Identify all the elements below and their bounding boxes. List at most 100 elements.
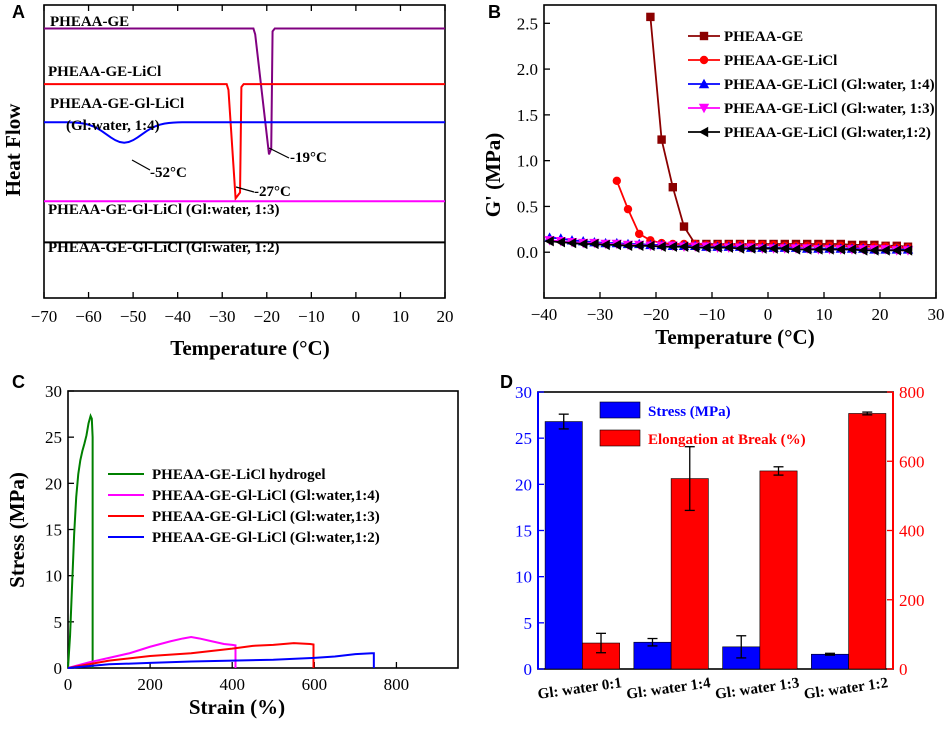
modulus-point — [701, 242, 711, 253]
panel-b-frame — [543, 4, 937, 299]
panel-a-chart: −70 −60 −50 −40 −30 −20 −10 0 10 20 Temperature (… — [1, 4, 454, 360]
y-tick-label: 10 — [45, 567, 62, 586]
legend-swatch — [599, 429, 641, 447]
legend-marker — [698, 103, 710, 114]
panel-b-chart: −40 −30 −20 −10 0 10 20 30 0.0 0.5 1.0 1.5 2.0 2.5 Te… — [481, 4, 945, 349]
stress-bar — [633, 641, 672, 670]
modulus-point — [578, 238, 588, 250]
modulus-point — [678, 241, 689, 252]
modulus-point — [645, 240, 655, 252]
modulus-point — [667, 241, 677, 252]
y-left-tick-label: 30 — [515, 383, 532, 402]
stress-strain-curve-0 — [67, 412, 94, 669]
elongation-bar — [759, 470, 798, 670]
x-tick-label: 200 — [137, 675, 163, 694]
x-tick-label: 800 — [384, 675, 410, 694]
modulus-point — [635, 229, 644, 239]
panel-a-frame — [43, 4, 446, 299]
annotation-minus-19: -19°C — [290, 150, 327, 166]
y-right-tick-label: 400 — [899, 522, 925, 541]
panel-c-legend: PHEAA-GE-LiCl hydrogel PHEAA-GE-Gl-LiCl (… — [108, 467, 380, 546]
annotation-minus-27: -27°C — [254, 184, 291, 200]
x-tick-label: −20 — [643, 305, 670, 324]
stress-bar — [811, 653, 849, 670]
annotation-minus-52: -52°C — [150, 165, 187, 181]
modulus-point — [746, 243, 756, 254]
stress-bar — [544, 421, 583, 670]
modulus-point — [657, 135, 666, 144]
y-left-tick-label: 15 — [515, 522, 532, 541]
modulus-point — [544, 236, 554, 247]
legend-label: Stress (MPa) — [648, 404, 731, 420]
x-tick-label: 10 — [816, 305, 833, 324]
panel-a-x-label: Temperature (°C) — [170, 336, 329, 360]
y-tick-label: 5 — [54, 613, 63, 632]
modulus-point — [869, 245, 879, 256]
modulus-point — [902, 245, 913, 256]
stress-strain-curve-2 — [67, 642, 315, 669]
panel-b-y-label: G' (MPa) — [481, 133, 505, 218]
legend-marker — [699, 31, 709, 41]
x-tick-label: 600 — [302, 675, 328, 694]
modulus-point — [835, 244, 845, 255]
dsc-curve-0 — [44, 27, 445, 155]
y-right-tick-label: 200 — [899, 591, 925, 610]
panel-c-chart: 0 200 400 600 800 0 5 10 15 20 25 30 Strain (%) Str… — [5, 382, 459, 719]
dsc-curve-1 — [44, 83, 445, 202]
modulus-point — [891, 245, 901, 256]
y-right-tick-label: 600 — [899, 452, 925, 471]
modulus-point — [723, 242, 733, 253]
y-left-tick-label: 20 — [515, 475, 532, 494]
modulus-point — [612, 176, 621, 185]
panel-d-legend: Stress (MPa) Elongation at Break (%) — [599, 401, 806, 448]
modulus-point — [790, 244, 801, 255]
modulus-point — [600, 239, 610, 251]
x-tick-label: 0 — [352, 307, 361, 326]
modulus-point — [656, 241, 666, 252]
x-tick-label: 0 — [64, 675, 73, 694]
legend-label: PHEAA-GE-Gl-LiCl (Gl:water,1:2) — [152, 530, 380, 546]
modulus-point — [712, 242, 722, 253]
panel-a-label-gl-14b: (Gl:water, 1:4) — [66, 118, 160, 134]
legend-label: PHEAA-GE-LiCl — [724, 53, 837, 69]
legend-marker — [698, 78, 710, 89]
modulus-point — [813, 244, 823, 255]
x-tick-label: −30 — [209, 307, 236, 326]
x-tick-label: −50 — [120, 307, 147, 326]
x-tick-label: −30 — [587, 305, 614, 324]
stress-strain-curve-3 — [67, 652, 375, 669]
legend-marker — [698, 126, 709, 138]
panel-b-x-label: Temperature (°C) — [655, 325, 814, 349]
y-tick-label: 20 — [45, 474, 62, 493]
x-tick-label: −40 — [531, 305, 558, 324]
modulus-point — [846, 244, 857, 255]
y-tick-label: 1.5 — [517, 106, 538, 125]
panel-label-c: C — [12, 372, 25, 392]
x-tick-label: 30 — [928, 305, 945, 324]
x-tick-label: 20 — [437, 307, 454, 326]
y-tick-label: 1.0 — [517, 152, 538, 171]
x-tick-label: 0 — [764, 305, 773, 324]
category-label: Gl: water 0:1 — [537, 675, 623, 703]
modulus-point — [634, 240, 644, 252]
panel-a-label-gl-12: PHEAA-GE-Gl-LiCl (Gl:water, 1:2) — [48, 240, 280, 256]
y-left-tick-label: 0 — [524, 660, 533, 679]
modulus-point — [623, 204, 633, 214]
panel-a-label-gl-13: PHEAA-GE-Gl-LiCl (Gl:water, 1:3) — [48, 202, 280, 218]
category-label: Gl: water 1:2 — [803, 675, 889, 703]
panel-c-x-label: Strain (%) — [189, 695, 285, 719]
x-tick-label: −60 — [75, 307, 102, 326]
modulus-point — [734, 243, 745, 254]
panel-b-legend: PHEAA-GE PHEAA-GE-LiCl PHEAA-GE-LiCl (Gl:w… — [688, 29, 935, 141]
modulus-point — [768, 243, 778, 254]
category-label: Gl: water 1:4 — [626, 675, 713, 703]
panel-c-y-label: Stress (MPa) — [5, 472, 29, 588]
modulus-point — [679, 222, 689, 231]
y-tick-label: 2.0 — [517, 60, 538, 79]
y-left-tick-label: 25 — [515, 429, 532, 448]
legend-swatch — [599, 401, 641, 419]
y-tick-label: 15 — [45, 521, 62, 540]
y-tick-label: 0 — [54, 659, 63, 678]
x-tick-label: 400 — [219, 675, 245, 694]
legend-label: Elongation at Break (%) — [648, 432, 806, 448]
